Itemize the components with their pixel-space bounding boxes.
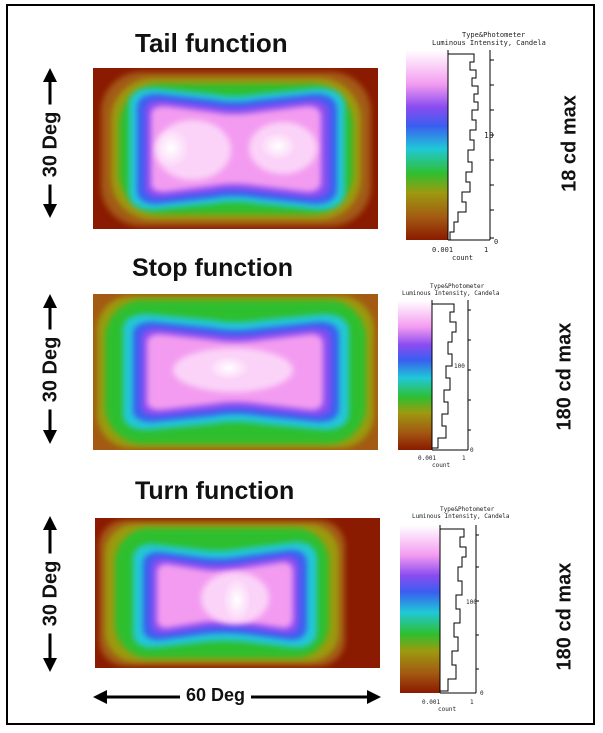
- legend-header-2: Luminous Intensity, Candela: [432, 39, 546, 47]
- legend-header-1: Type&Photometer: [430, 283, 485, 290]
- vertical-axis-label: 30 Deg: [39, 329, 63, 410]
- max-intensity-label: 180 cd max: [553, 562, 576, 671]
- max-intensity-label: 18 cd max: [558, 95, 581, 192]
- panel-title: Turn function: [135, 477, 295, 505]
- legend-header-1: Type&Photometer: [462, 31, 525, 39]
- legend-header-2: Luminous Intensity, Candela: [412, 513, 510, 520]
- legend-zero-tick: 0: [480, 690, 484, 697]
- heatmap-tail: [93, 68, 378, 229]
- legend-xaxis-right: 1: [462, 455, 466, 462]
- legend-stop: Type&Photometer Luminous Intensity, Cand…: [398, 283, 500, 469]
- heatmap-turn: [95, 518, 380, 668]
- legend-xaxis-right: 1: [484, 246, 488, 254]
- panel-title: Stop function: [132, 254, 294, 282]
- legend-xaxis-left: 0.001: [432, 246, 453, 254]
- legend-zero-tick: 0: [470, 447, 474, 454]
- horizontal-axis-label: 60 Deg: [180, 685, 252, 706]
- legend-mid-tick: 10: [484, 131, 494, 140]
- vertical-axis-label: 30 Deg: [39, 104, 63, 185]
- panel-title: Tail function: [135, 28, 288, 58]
- legend-xaxis-left: 0.001: [422, 699, 440, 706]
- legend-xaxis-label: count: [432, 462, 450, 469]
- legend-mid-tick: 100: [466, 599, 477, 606]
- legend-header-1: Type&Photometer: [440, 506, 495, 513]
- vertical-axis-label: 30 Deg: [39, 553, 63, 634]
- legend-xaxis-right: 1: [470, 699, 474, 706]
- legend-zero-tick: 0: [494, 238, 498, 246]
- legend-mid-tick: 100: [454, 363, 465, 370]
- figure-frame: [6, 4, 595, 725]
- legend-tail: Type&Photometer Luminous Intensity, Cand…: [406, 31, 546, 262]
- heatmap-stop: [93, 294, 378, 450]
- legend-xaxis-left: 0.001: [418, 455, 436, 462]
- max-intensity-label: 180 cd max: [553, 322, 576, 431]
- legend-turn: Type&Photometer Luminous Intensity, Cand…: [400, 506, 510, 713]
- legend-header-2: Luminous Intensity, Candela: [402, 290, 500, 297]
- legend-xaxis-label: count: [452, 254, 473, 262]
- legend-xaxis-label: count: [438, 706, 456, 713]
